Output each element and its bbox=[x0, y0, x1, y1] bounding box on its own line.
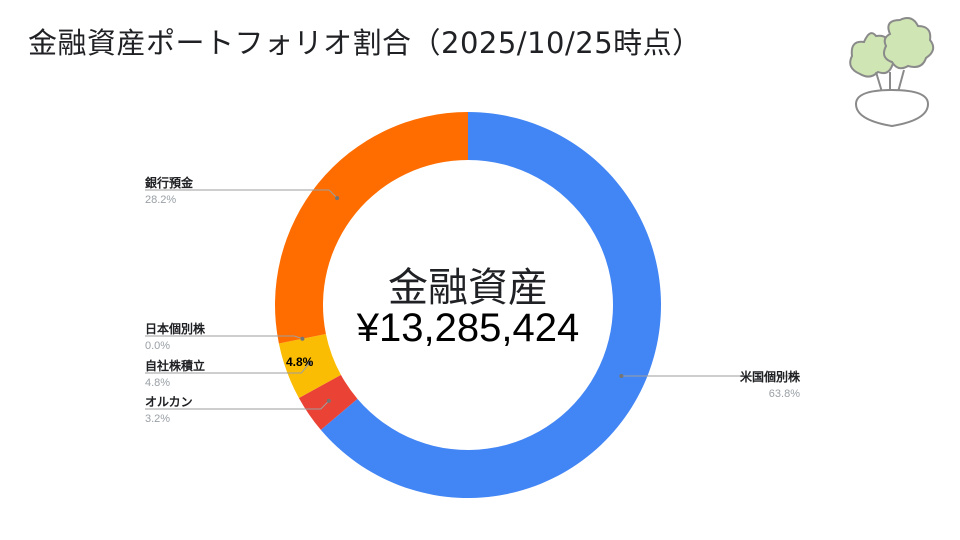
callout-dot-4 bbox=[335, 196, 340, 201]
slice-label-0: 米国個別株 63.8% bbox=[710, 368, 800, 400]
slice-name: オルカン bbox=[145, 395, 193, 409]
turnip-icon bbox=[849, 17, 935, 128]
callout-dot-0 bbox=[619, 373, 624, 378]
slice-percent: 63.8% bbox=[768, 388, 800, 400]
slice-label-1: オルカン 3.2% bbox=[145, 393, 193, 425]
slice-2 bbox=[278, 333, 341, 398]
page-title: 金融資産ポートフォリオ割合（2025/10/25時点） bbox=[28, 26, 702, 60]
slice-percent: 3.2% bbox=[145, 413, 171, 425]
slice-percent: 0.0% bbox=[145, 340, 171, 352]
slice-name: 自社株積立 bbox=[145, 359, 206, 373]
slice-name: 日本個別株 bbox=[145, 322, 206, 336]
slice-label-4: 銀行預金 28.2% bbox=[145, 174, 193, 206]
slice-0 bbox=[320, 112, 661, 498]
callout-line-2 bbox=[145, 362, 310, 374]
callout-line-3 bbox=[145, 335, 303, 340]
slice-percent: 28.2% bbox=[145, 194, 177, 206]
center-title: 金融資産 bbox=[388, 265, 548, 311]
slice-inner-label: 4.8% bbox=[286, 355, 314, 369]
slice-4 bbox=[275, 112, 468, 344]
center-value: ¥13,285,424 bbox=[356, 306, 580, 350]
slice-name: 米国個別株 bbox=[739, 370, 800, 384]
callout-line-1 bbox=[145, 400, 330, 410]
callout-dot-2 bbox=[307, 361, 312, 366]
callout-dot-3 bbox=[300, 336, 305, 341]
slice-label-3: 日本個別株 0.0% bbox=[145, 320, 205, 352]
callout-line-4 bbox=[145, 189, 338, 199]
slice-percent: 4.8% bbox=[145, 377, 171, 389]
slice-name: 銀行預金 bbox=[145, 176, 194, 190]
slice-label-2: 自社株積立 4.8% bbox=[145, 357, 205, 389]
callout-dot-1 bbox=[326, 398, 331, 403]
